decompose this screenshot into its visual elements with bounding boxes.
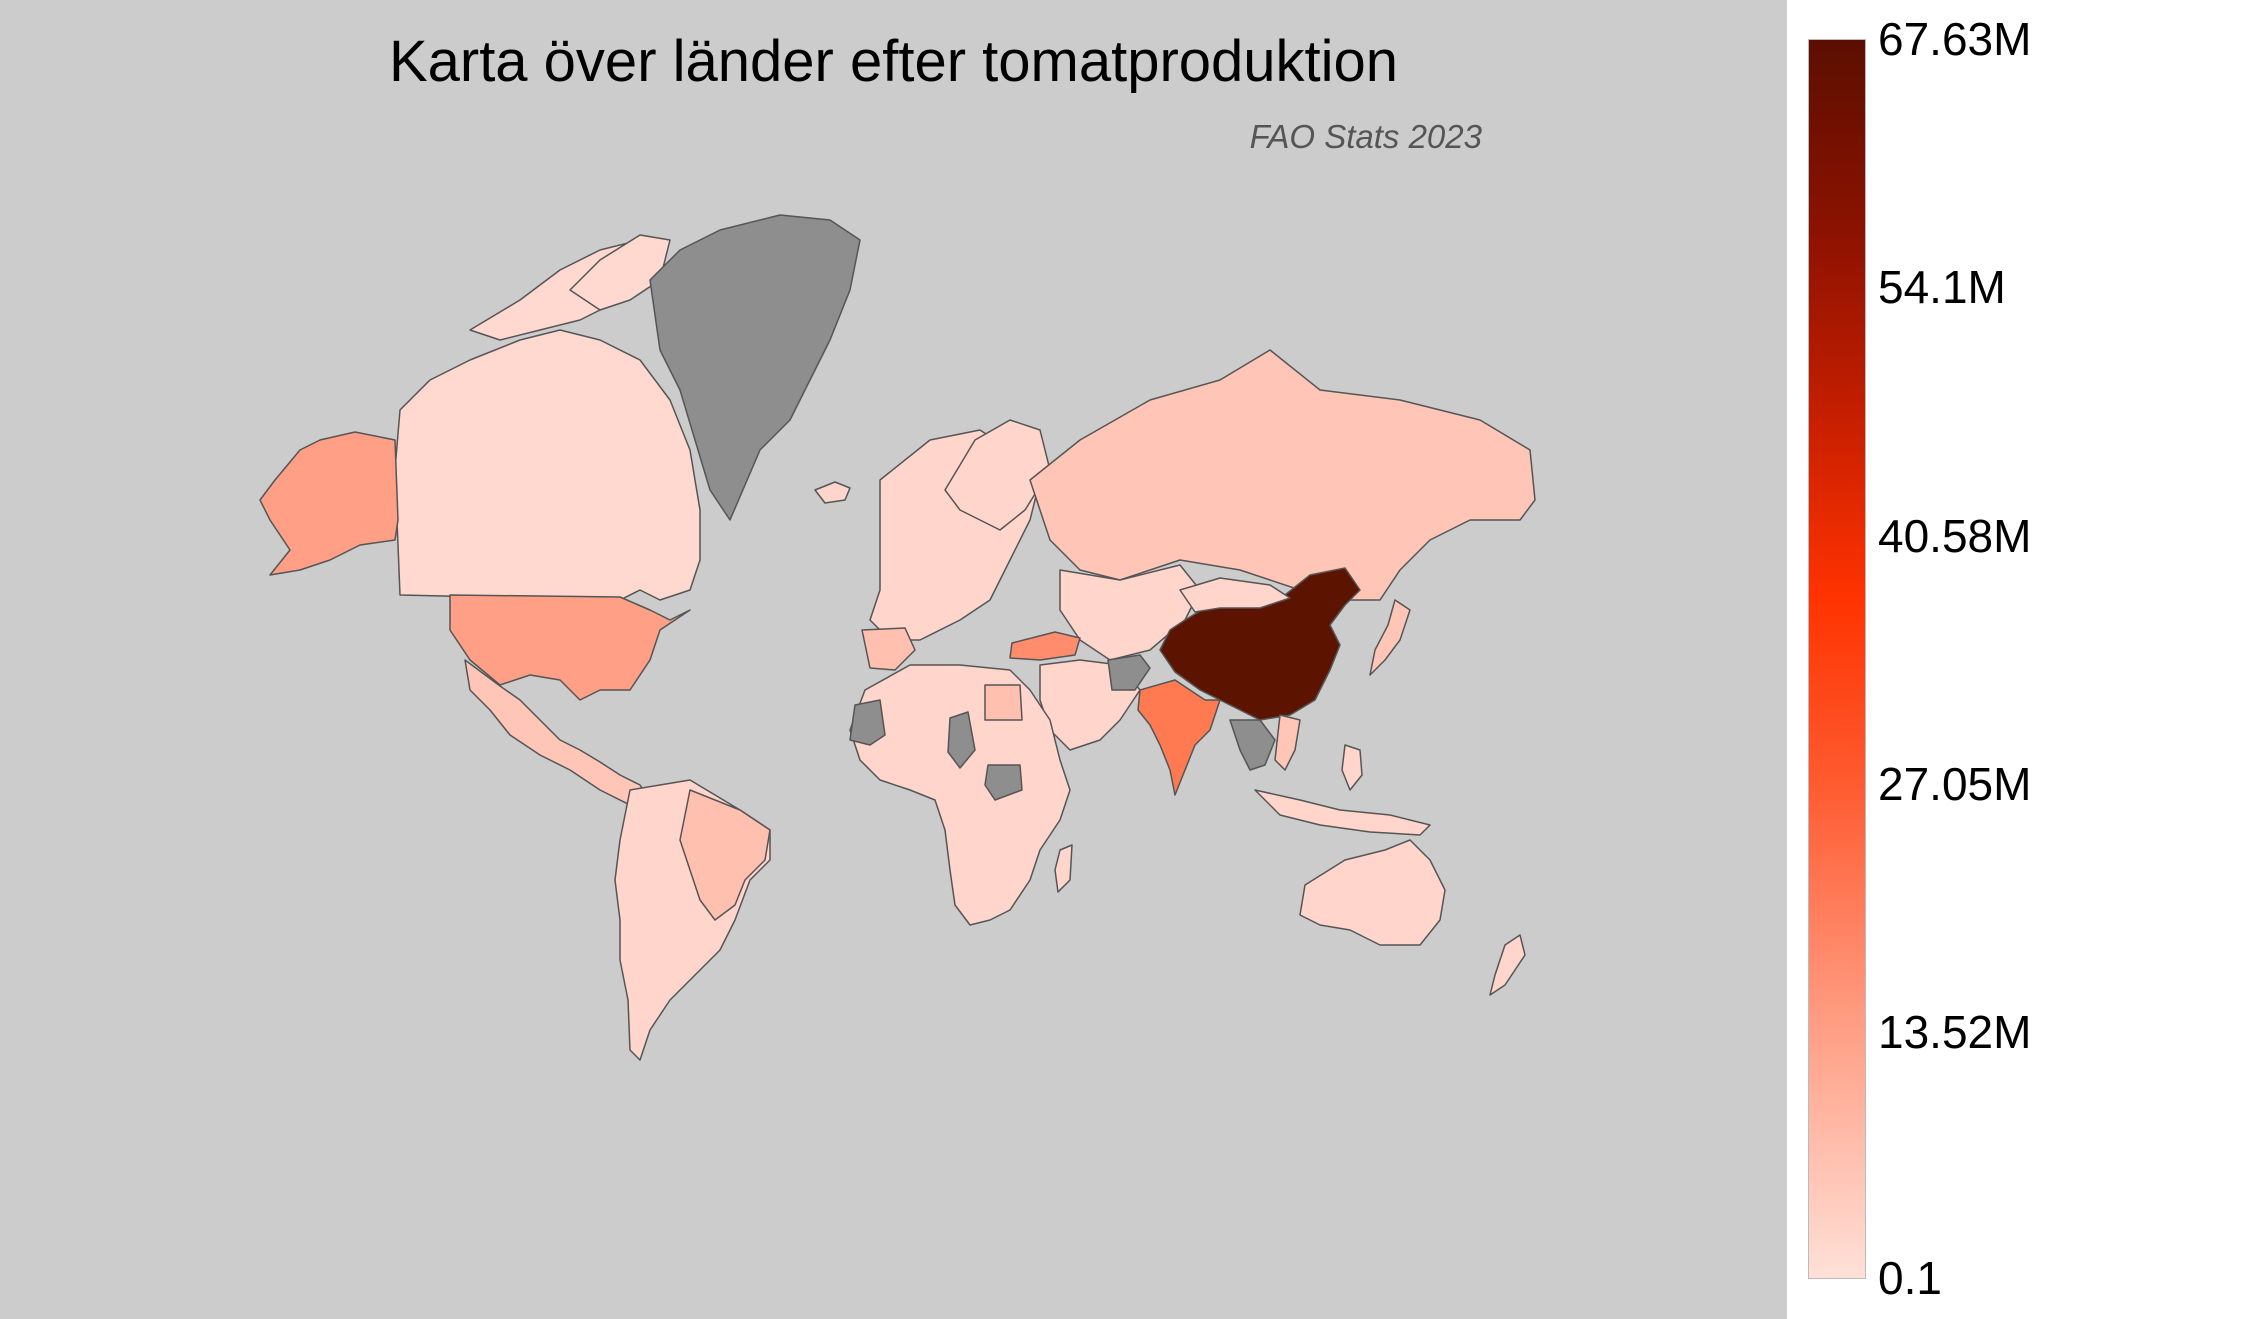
region-philippines[interactable] <box>1341 744 1363 791</box>
colorbar <box>1808 39 1866 1279</box>
legend-tick: 27.05M <box>1878 758 2032 810</box>
region-chad[interactable] <box>947 711 976 769</box>
region-turkey[interactable] <box>1009 631 1081 661</box>
region-mongolia[interactable] <box>1179 577 1291 613</box>
region-canada-north[interactable] <box>569 234 671 311</box>
region-brazil[interactable] <box>679 789 771 921</box>
region-australia[interactable] <box>1299 839 1446 946</box>
region-south-sudan[interactable] <box>984 764 1023 801</box>
region-india[interactable] <box>1137 679 1221 796</box>
region-madagascar[interactable] <box>1054 844 1073 893</box>
legend-tick: 0.1 <box>1878 1252 1942 1304</box>
region-alaska[interactable] <box>259 431 399 576</box>
legend-tick: 67.63M <box>1878 13 2032 65</box>
map-title: Karta över länder efter tomatproduktion <box>388 29 1399 94</box>
region-indonesia[interactable] <box>1254 789 1431 836</box>
region-egypt[interactable] <box>984 684 1023 721</box>
region-russia[interactable] <box>1029 349 1536 601</box>
region-africa[interactable] <box>849 664 1071 926</box>
region-greenland[interactable] <box>649 214 861 521</box>
region-se-asia[interactable] <box>1229 719 1276 771</box>
region-vietnam[interactable] <box>1274 714 1301 771</box>
region-new-zealand[interactable] <box>1489 934 1526 996</box>
region-usa[interactable] <box>449 594 691 701</box>
region-iceland[interactable] <box>814 481 851 504</box>
legend-panel <box>1787 0 2268 1319</box>
map-panel: Karta över länder efter tomatproduktion … <box>0 0 1787 1319</box>
legend-tick: 40.58M <box>1878 510 2032 562</box>
region-spain[interactable] <box>861 627 916 671</box>
legend-tick: 13.52M <box>1878 1006 2032 1058</box>
region-mali[interactable] <box>849 699 886 746</box>
region-canada[interactable] <box>394 329 701 601</box>
region-japan[interactable] <box>1369 599 1411 676</box>
world-map <box>259 214 1536 1061</box>
legend-tick: 54.1M <box>1878 261 2006 313</box>
map-subtitle: FAO Stats 2023 <box>1249 118 1482 155</box>
region-afghanistan[interactable] <box>1107 654 1151 691</box>
